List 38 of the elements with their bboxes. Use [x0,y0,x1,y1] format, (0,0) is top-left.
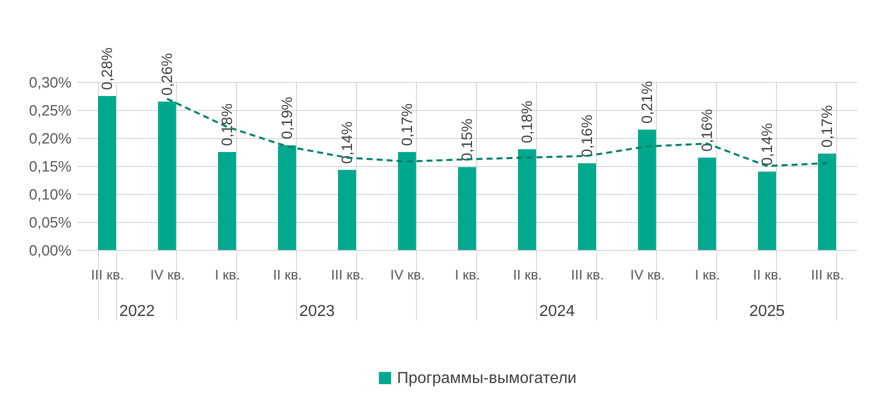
x-tick-label: I кв. [694,266,720,282]
data-label: 0,16% [579,114,596,158]
x-tick-label: II кв. [752,266,782,282]
text: 2023 [299,303,335,320]
data-label: 0,26% [159,53,176,96]
x-tick-label: I кв. [454,266,480,282]
text: 2025 [749,303,785,320]
data-label: 0,15% [459,118,476,162]
x-tick-label: IV кв. [150,266,185,282]
y-tick-label: 0,15% [28,158,72,176]
data-label: 0,17% [399,103,416,146]
y-tick-label: 0,30% [28,74,72,92]
data-label: 0,14% [759,123,776,166]
x-tick-label: I кв. [214,266,240,282]
legend-label: Программы-вымогатели [397,370,576,387]
x-tick-label: III кв. [330,266,364,282]
x-tick-label: III кв. [90,266,124,282]
text: 2022 [119,303,155,320]
x-tick-label: III кв. [570,266,604,282]
x-tick-label: III кв. [810,266,844,282]
x-tick-label: IV кв. [390,266,425,282]
y-tick-label: 0,10% [28,186,72,204]
data-label: 0,28% [99,47,116,90]
data-label: 0,16% [699,109,716,152]
text: 2024 [539,303,575,320]
y-tick-label: 0,00% [28,242,72,260]
data-label: 0,14% [339,121,356,164]
x-tick-label: II кв. [272,266,302,282]
data-label: 0,19% [279,96,296,140]
y-tick-label: 0,25% [28,102,72,120]
x-tick-label: IV кв. [630,266,665,282]
data-label: 0,17% [819,105,836,148]
y-tick-label: 0,20% [28,130,72,148]
data-label: 0,21% [639,81,656,124]
y-tick-label: 0,05% [28,214,72,232]
data-label: 0,18% [519,100,536,144]
data-label: 0,18% [219,103,236,146]
x-tick-label: II кв. [512,266,542,282]
